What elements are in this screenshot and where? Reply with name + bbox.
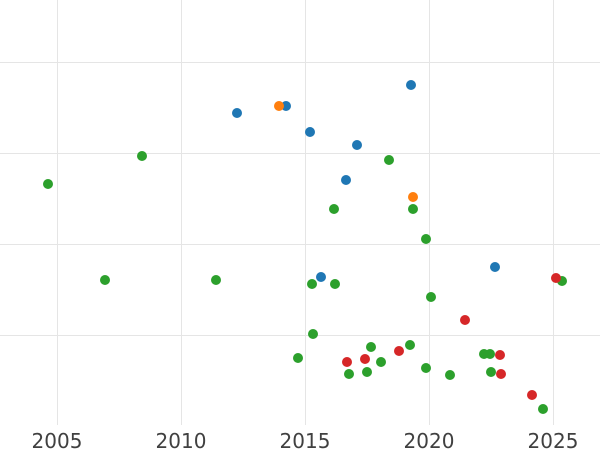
data-point-blue <box>305 127 315 137</box>
horizontal-gridline <box>0 244 600 245</box>
data-point-blue <box>352 140 362 150</box>
data-point-green <box>293 353 303 363</box>
data-point-blue <box>406 80 416 90</box>
data-point-red <box>360 354 370 364</box>
x-tick-label: 2025 <box>527 429 579 450</box>
data-point-green <box>376 357 386 367</box>
data-point-green <box>211 275 221 285</box>
data-point-green <box>329 204 339 214</box>
vertical-gridline <box>181 0 182 425</box>
x-tick-label: 2020 <box>403 429 455 450</box>
data-point-green <box>366 342 376 352</box>
data-point-red <box>394 346 404 356</box>
horizontal-gridline <box>0 62 600 63</box>
horizontal-gridline <box>0 335 600 336</box>
data-point-orange <box>274 101 284 111</box>
data-point-green <box>485 349 495 359</box>
vertical-gridline <box>553 0 554 425</box>
vertical-gridline <box>57 0 58 425</box>
data-point-blue <box>316 272 326 282</box>
data-point-green <box>307 279 317 289</box>
data-point-green <box>479 349 489 359</box>
data-point-blue <box>341 175 351 185</box>
data-point-red <box>527 390 537 400</box>
data-point-red <box>460 315 470 325</box>
data-point-orange <box>408 192 418 202</box>
data-point-red <box>496 369 506 379</box>
data-point-green <box>408 204 418 214</box>
data-point-green <box>421 234 431 244</box>
data-point-red <box>495 350 505 360</box>
data-point-red <box>342 357 352 367</box>
data-point-green <box>557 276 567 286</box>
data-point-green <box>405 340 415 350</box>
data-point-green <box>330 279 340 289</box>
vertical-gridline <box>305 0 306 425</box>
x-tick-label: 2010 <box>155 429 207 450</box>
data-point-green <box>421 363 431 373</box>
horizontal-gridline <box>0 153 600 154</box>
vertical-gridline <box>429 0 430 425</box>
data-point-green <box>137 151 147 161</box>
data-point-green <box>426 292 436 302</box>
data-point-green <box>43 179 53 189</box>
data-point-green <box>445 370 455 380</box>
data-point-blue <box>490 262 500 272</box>
data-point-blue <box>281 101 291 111</box>
data-point-green <box>308 329 318 339</box>
x-tick-label: 2005 <box>31 429 83 450</box>
data-point-green <box>362 367 372 377</box>
data-point-green <box>384 155 394 165</box>
data-point-red <box>551 273 561 283</box>
x-tick-label: 2015 <box>279 429 331 450</box>
data-point-green <box>100 275 110 285</box>
data-point-green <box>538 404 548 414</box>
data-point-blue <box>232 108 242 118</box>
data-point-green <box>486 367 496 377</box>
data-point-green <box>344 369 354 379</box>
